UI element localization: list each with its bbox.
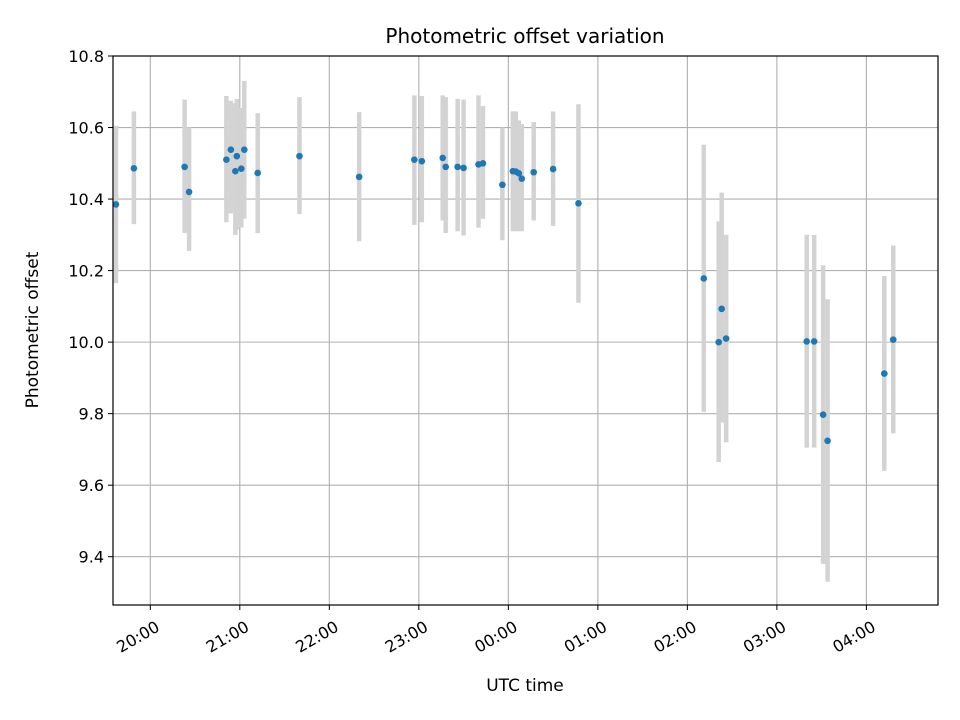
grid-lines — [113, 55, 938, 605]
y-tick-label: 9.4 — [79, 548, 104, 567]
data-point — [722, 335, 730, 342]
data-point — [227, 146, 235, 154]
data-point — [810, 338, 818, 345]
data-point — [530, 168, 538, 176]
y-tick-label: 10.0 — [68, 333, 104, 352]
y-axis-label: Photometric offset — [23, 251, 43, 408]
data-point — [718, 305, 725, 313]
data-point — [479, 159, 487, 167]
data-point — [880, 370, 888, 377]
chart-title: Photometric offset variation — [385, 24, 664, 48]
data-point — [232, 167, 239, 175]
y-tick-label: 9.8 — [79, 405, 104, 424]
data-point — [824, 437, 831, 445]
data-point — [518, 175, 526, 182]
y-tick-label: 10.6 — [68, 119, 104, 138]
data-point — [233, 152, 241, 160]
data-point — [185, 188, 193, 196]
data-point — [819, 411, 827, 419]
y-tick-label: 10.8 — [68, 47, 104, 66]
data-point — [223, 156, 230, 164]
data-point — [889, 336, 897, 343]
data-point — [454, 163, 461, 171]
plot-area-frame — [112, 55, 939, 606]
data-point — [515, 170, 523, 177]
data-point — [460, 164, 467, 172]
data-point — [442, 163, 449, 171]
data-point — [240, 146, 248, 154]
data-point — [439, 154, 447, 162]
y-tick-label: 9.6 — [79, 476, 104, 495]
x-axis-label: UTC time — [486, 676, 564, 696]
data-point — [549, 165, 557, 173]
y-axis-ticks: 9.4 9.6 9.8 10.0 10.2 10.4 10.6 10.8 — [68, 47, 113, 567]
data-point — [355, 173, 363, 181]
data-point — [238, 165, 245, 172]
data-point — [803, 338, 811, 345]
data-points — [112, 146, 897, 445]
data-point — [418, 157, 426, 165]
data-point — [715, 338, 722, 346]
y-tick-label: 10.4 — [68, 190, 104, 209]
data-point — [296, 152, 303, 160]
data-point — [700, 275, 708, 282]
data-point — [130, 165, 138, 172]
data-point — [411, 156, 418, 164]
data-point — [112, 201, 120, 208]
data-point — [254, 169, 262, 177]
data-point — [181, 163, 188, 171]
data-point — [499, 181, 506, 189]
data-point — [575, 200, 582, 207]
y-tick-label: 10.2 — [68, 262, 104, 281]
